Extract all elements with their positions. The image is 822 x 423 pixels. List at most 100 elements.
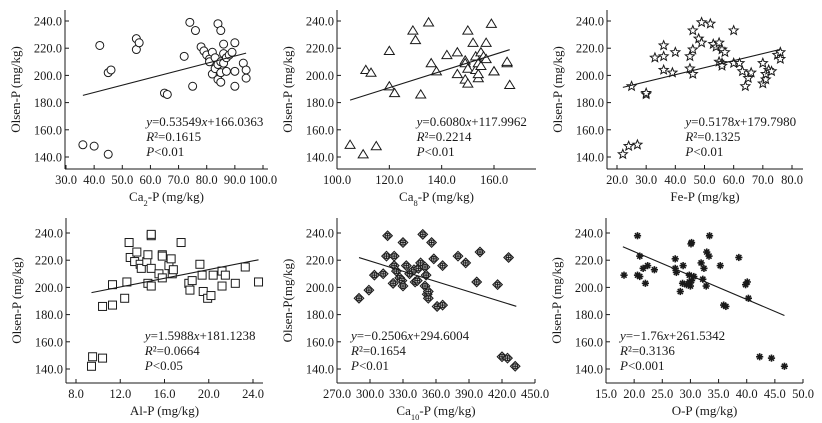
x-tick-label: 30.0 (55, 173, 77, 187)
r-squared-label: R²=0.1615 (145, 129, 201, 144)
data-point-triangle (503, 79, 516, 90)
y-tick-label: 160.0 (35, 335, 63, 349)
panel-top-right: 140.0 160.0 180.0 200.0 220.0 240.0 20.0 30.0 40… (550, 10, 803, 204)
regression-equation: y=1.5988x+181.1238 (143, 328, 256, 343)
panel-top-left: 140.0 160.0 180.0 200.0 220.0 240.0 30.0 40.0 50… (8, 10, 277, 208)
y-tick-label: 160.0 (34, 123, 62, 137)
data-point-star (695, 16, 708, 28)
data-point-triangle (461, 77, 474, 88)
y-tick-label: 220.0 (34, 42, 62, 56)
data-point-star (727, 24, 740, 36)
data-point-triangle (451, 68, 464, 79)
data-point-square (166, 254, 176, 264)
y-tick-label: 240.0 (34, 15, 62, 29)
data-point-square (168, 265, 178, 275)
data-point-square (176, 238, 186, 248)
data-point-diamond (420, 269, 432, 281)
x-axis-title: Ca10-P (mg/kg) (396, 403, 475, 422)
data-point-star (739, 80, 752, 92)
p-value-label: P<0.001 (619, 358, 665, 373)
data-point-asterisk (702, 282, 710, 290)
x-tick-label: 20.0 (623, 387, 645, 401)
data-point-asterisk (700, 264, 708, 272)
data-point-star (657, 63, 670, 75)
data-point-square (208, 270, 218, 280)
x-tick-label: 70.0 (168, 173, 190, 187)
data-point-square (98, 301, 108, 311)
data-point-diamond (501, 352, 514, 364)
data-point-circle (106, 65, 116, 75)
data-point-square (206, 291, 216, 301)
y-tick-label: 140.0 (575, 363, 603, 377)
regression-line (622, 48, 781, 88)
panel-bottom-left: 140.0 160.0 180.0 200.0 220.0 240.0 8.0 12.0 16.… (9, 218, 264, 418)
data-point-circle (95, 40, 105, 50)
data-point-diamond (471, 276, 483, 288)
data-point-circle (185, 17, 195, 27)
data-point-asterisk (756, 353, 764, 361)
data-point-star (686, 43, 699, 55)
y-axis-title: Olsen-P (mg/kg) (9, 257, 24, 344)
data-point-circle (89, 141, 99, 151)
x-tick-label: 40.0 (664, 173, 686, 187)
panel-bottom-middle: 140.0 160.0 180.0 200.0 220.0 240.0 270.0 300.0… (280, 218, 549, 422)
data-point-asterisk (767, 354, 776, 362)
data-point-diamond (411, 275, 423, 287)
data-point-circle (179, 51, 189, 61)
regression-equation: y=0.53549x+166.0363 (144, 114, 263, 129)
data-point-asterisk (743, 278, 751, 286)
data-point-asterisk (679, 262, 687, 270)
data-point-diamond (437, 260, 449, 272)
r-squared-label: R²=0.0664 (144, 343, 200, 358)
x-tick-label: 90.0 (224, 173, 246, 187)
data-point-circle (227, 47, 237, 57)
data-point-triangle (488, 65, 500, 76)
y-tick-label: 240.0 (575, 227, 603, 241)
data-point-star (695, 36, 708, 48)
x-tick-label: 120.0 (375, 173, 403, 187)
data-point-diamond (492, 279, 504, 291)
r-squared-label: R²=0.1654 (350, 343, 406, 358)
data-point-triangle (344, 139, 356, 149)
data-point-circle (219, 39, 229, 49)
y-axis-title: Olsen-P(mg/kg) (280, 259, 295, 343)
data-point-triangle (501, 56, 513, 66)
data-point-star (733, 57, 746, 69)
data-point-asterisk (641, 279, 649, 287)
p-value-label: P<0.05 (144, 358, 183, 373)
y-tick-label: 140.0 (35, 363, 63, 377)
x-tick-label: 20.0 (606, 173, 628, 187)
data-point-star (657, 39, 670, 51)
x-axis-title: O-P (mg/kg) (672, 403, 738, 418)
regression-equation: y=−1.76x+261.5342 (618, 328, 725, 343)
data-point-asterisk (676, 287, 684, 296)
data-point-square (98, 353, 108, 363)
x-tick-label: 25.0 (651, 387, 673, 401)
y-tick-label: 200.0 (34, 69, 62, 83)
data-point-circle (216, 26, 226, 36)
data-point-square (88, 352, 98, 362)
x-tick-label: 40.0 (736, 387, 758, 401)
data-point-diamond (397, 237, 409, 249)
data-point-triangle (383, 45, 396, 56)
data-point-triangle (461, 63, 474, 73)
data-point-triangle (430, 65, 443, 76)
y-tick-label: 220.0 (35, 254, 63, 268)
data-point-star (669, 46, 682, 58)
data-point-triangle (414, 88, 427, 99)
data-point-asterisk (697, 259, 705, 267)
x-tick-label: 450.0 (521, 387, 549, 401)
data-point-asterisk (687, 238, 696, 247)
data-point-asterisk (705, 252, 713, 260)
x-tick-label: 50.0 (111, 173, 133, 187)
data-point-square (187, 276, 197, 286)
r-squared-label: R²=0.1325 (684, 129, 740, 144)
data-point-diamond (428, 253, 440, 265)
data-point-circle (216, 77, 226, 87)
data-point-circle (221, 66, 231, 76)
data-point-diamond (387, 277, 399, 289)
y-tick-label: 140.0 (306, 363, 334, 377)
data-point-square (220, 270, 230, 280)
x-tick-label: 8.0 (68, 387, 84, 401)
panel-bottom-right: 140.0 160.0 180.0 200.0 220.0 240.0 15.0 20.0 25… (549, 218, 814, 418)
